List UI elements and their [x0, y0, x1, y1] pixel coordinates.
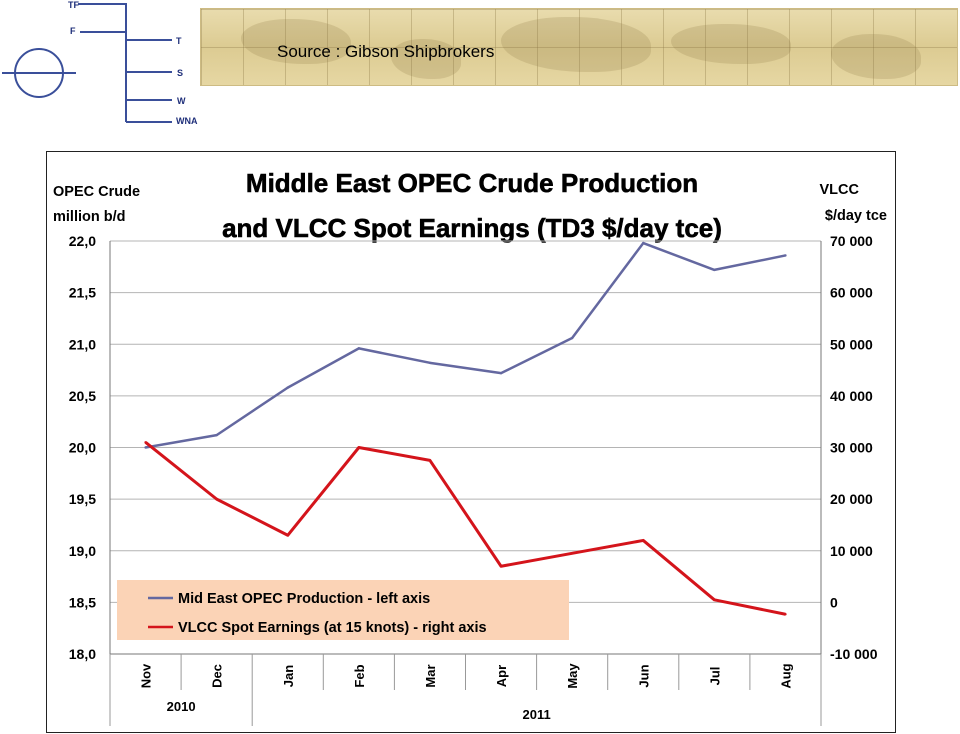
right-tick-label: 60 000: [830, 285, 873, 301]
year-label: 2011: [522, 707, 550, 722]
right-tick-label: 0: [830, 594, 838, 610]
data-point-earnings: [642, 539, 645, 542]
data-point-production: [428, 361, 432, 365]
data-point-production: [286, 386, 289, 389]
category-label: Aug: [778, 663, 793, 688]
source-label: Source : Gibson Shipbrokers: [277, 42, 495, 61]
logo-label-tf: TF: [68, 0, 79, 10]
right-tick-label: 10 000: [830, 543, 873, 559]
logo-label-w: W: [177, 96, 186, 106]
map-grid: [201, 9, 957, 85]
left-tick-label: 21,0: [69, 336, 96, 352]
category-label: Feb: [352, 664, 367, 687]
logo-label-wna: WNA: [176, 116, 198, 126]
data-point-production: [642, 241, 645, 245]
category-label: Apr: [494, 665, 509, 687]
logo-label-s: S: [177, 68, 183, 78]
left-tick-label: 21,5: [69, 285, 96, 301]
right-tick-label: 20 000: [830, 491, 873, 507]
right-tick-label: 50 000: [830, 336, 873, 352]
chart-title-line-2: and VLCC Spot Earnings (TD3 $/day tce): [222, 213, 722, 243]
chart-frame: Middle East OPEC Crude Production and VL…: [46, 151, 896, 733]
legend: Mid East OPEC Production - left axis VLC…: [117, 580, 569, 640]
right-axis-title-line-1: VLCC: [820, 182, 860, 198]
right-tick-label: -10 000: [830, 646, 878, 662]
legend-label-earnings: VLCC Spot Earnings (at 15 knots) - right…: [178, 620, 487, 636]
data-point-production: [713, 268, 716, 272]
left-tick-label: 20,5: [69, 388, 96, 404]
data-point-production: [144, 446, 147, 449]
data-point-earnings: [570, 552, 574, 555]
right-tick-label: 40 000: [830, 388, 873, 404]
category-label: Dec: [210, 664, 225, 688]
left-tick-label: 20,0: [69, 440, 96, 456]
data-point-production: [499, 371, 503, 375]
data-point-earnings: [286, 534, 289, 537]
series-line-production: [145, 241, 786, 449]
category-label: Nov: [139, 663, 154, 688]
left-axis-title-line-2: million b/d: [53, 209, 126, 225]
category-label: Jun: [636, 664, 651, 687]
category-label: Mar: [423, 664, 438, 687]
data-point-production: [215, 433, 218, 437]
data-point-earnings: [357, 446, 361, 449]
left-tick-label: 18,0: [69, 646, 96, 662]
data-point-production: [784, 254, 787, 257]
category-label: Jan: [281, 665, 296, 687]
left-tick-label: 22,0: [69, 233, 96, 249]
data-point-earnings: [428, 459, 432, 462]
data-point-earnings: [713, 598, 716, 601]
data-point-earnings: [215, 497, 218, 501]
gibson-logo: TF F T S W WNA: [2, 0, 198, 126]
category-label: May: [565, 663, 580, 689]
map-banner: Source : Gibson Shipbrokers: [200, 8, 958, 86]
category-label: Jul: [707, 667, 722, 686]
left-axis-title-line-1: OPEC Crude: [53, 184, 140, 200]
legend-box: [117, 580, 569, 640]
left-tick-label: 19,0: [69, 543, 96, 559]
data-point-production: [570, 336, 574, 340]
logo-label-f: F: [70, 26, 76, 36]
data-point-earnings: [144, 441, 147, 444]
right-axis-title-line-2: $/day tce: [825, 208, 887, 224]
left-tick-label: 19,5: [69, 491, 96, 507]
series-line-earnings: [144, 441, 786, 616]
legend-label-production: Mid East OPEC Production - left axis: [178, 591, 430, 607]
right-tick-label: 30 000: [830, 440, 873, 456]
chart: Middle East OPEC Crude Production and VL…: [53, 168, 887, 726]
right-tick-label: 70 000: [830, 233, 873, 249]
year-label: 2010: [167, 699, 196, 714]
data-point-earnings: [784, 613, 787, 616]
data-point-production: [357, 347, 361, 350]
chart-title-line-1: Middle East OPEC Crude Production: [246, 168, 698, 198]
logo-label-t: T: [176, 36, 182, 46]
left-tick-label: 18,5: [69, 594, 96, 610]
data-point-earnings: [499, 565, 503, 568]
